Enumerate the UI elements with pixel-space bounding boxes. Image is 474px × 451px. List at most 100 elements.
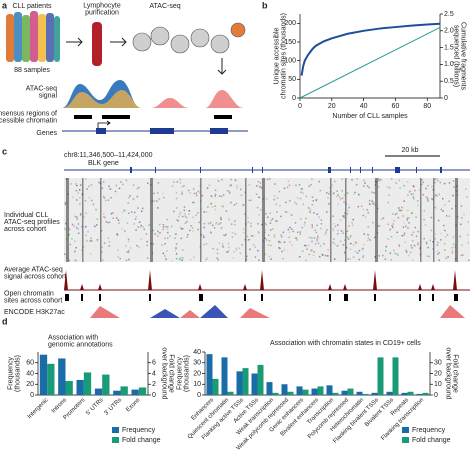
label: signal: [39, 92, 58, 99]
label: signal across cohort: [4, 273, 66, 280]
consensus-region: [102, 115, 130, 119]
heatmap-cell: [214, 208, 217, 211]
heatmap-cell: [192, 230, 194, 232]
heatmap-cell: [282, 231, 285, 234]
heatmap-cell: [90, 237, 92, 240]
bar: [311, 388, 318, 395]
heatmap-cell: [352, 256, 355, 258]
label: 88 samples: [14, 67, 50, 74]
heatmap-cell: [351, 221, 353, 224]
heatmap-cell: [391, 213, 394, 215]
heatmap-cell: [395, 182, 397, 184]
heatmap-cell: [298, 183, 301, 186]
heatmap-cell: [334, 180, 336, 183]
heatmap-cell: [220, 195, 223, 198]
heatmap-cell: [230, 201, 232, 204]
heatmap-cell: [344, 252, 346, 254]
label: ATAC-seq: [149, 3, 180, 10]
heatmap-cell: [179, 211, 182, 214]
y2-tick-label: 0.5: [444, 78, 454, 85]
heatmap-cell: [438, 251, 440, 254]
heatmap-cell: [211, 224, 214, 227]
heatmap-cell: [157, 207, 159, 209]
heatmap-cell: [425, 242, 428, 245]
heatmap-cell: [214, 189, 217, 192]
heatmap-cell: [157, 235, 159, 237]
exon: [416, 167, 417, 173]
heatmap-cell: [467, 259, 470, 261]
label: (thousands): [183, 355, 190, 392]
heatmap-cell: [403, 184, 406, 187]
heatmap-cell: [218, 223, 220, 225]
heatmap-cell: [414, 226, 416, 229]
heatmap-cell: [76, 199, 78, 201]
heatmap-cell: [313, 250, 315, 253]
label: Unique accessible: [273, 27, 280, 84]
bar: [257, 364, 264, 395]
heatmap-cell: [311, 237, 313, 239]
heatmap-cell: [338, 196, 341, 199]
heatmap-cell: [448, 200, 450, 202]
heatmap-cell: [291, 228, 293, 230]
label: Fold change: [452, 354, 459, 393]
heatmap-cell: [460, 205, 463, 207]
heatmap-cell: [95, 224, 98, 226]
heatmap-cell: [158, 223, 161, 226]
heatmap-cell: [266, 178, 269, 181]
heatmap-cell: [440, 232, 443, 235]
heatmap-cell: [358, 193, 360, 196]
heatmap-cell: [108, 185, 110, 188]
heatmap-cell: [173, 210, 175, 213]
heatmap-cell: [305, 245, 307, 247]
heatmap-cell: [362, 247, 364, 250]
heatmap-cell: [210, 202, 212, 205]
heatmap-cell: [278, 240, 280, 243]
heatmap-cell: [234, 223, 236, 226]
consensus-region: [74, 115, 92, 119]
label: over background: [445, 347, 452, 399]
heatmap-cell: [406, 219, 409, 221]
open-site: [81, 294, 83, 301]
heatmap-cell: [173, 181, 175, 183]
heatmap-cell: [94, 225, 96, 228]
exon: [328, 167, 331, 173]
heatmap-cell: [417, 242, 419, 244]
heatmap-cell: [396, 231, 398, 234]
heatmap-cell: [268, 255, 271, 258]
heatmap-cell: [445, 235, 447, 238]
heatmap-cell: [176, 219, 178, 221]
heatmap-cell: [457, 215, 459, 218]
heatmap-cell: [206, 257, 209, 259]
heatmap-cell: [268, 178, 271, 180]
heatmap-cell: [179, 257, 182, 259]
heatmap-cell: [118, 222, 120, 224]
y2-tick-label: 0: [434, 392, 438, 399]
heatmap-cell: [121, 211, 124, 214]
heatmap-cell: [353, 193, 355, 196]
heatmap-cell: [265, 198, 268, 200]
heatmap-cell: [148, 224, 150, 226]
heatmap-cell: [327, 193, 330, 195]
heatmap-cell: [310, 183, 312, 186]
y2-tick-label: 1.5: [444, 44, 454, 51]
heatmap-cell: [71, 223, 74, 226]
heatmap-cell: [247, 216, 249, 219]
heatmap-cell: [410, 193, 413, 196]
heatmap-cell: [279, 205, 281, 207]
heatmap-cell: [346, 213, 349, 215]
heatmap-cell: [273, 195, 276, 197]
heatmap-cell: [392, 223, 395, 225]
heatmap-cell: [313, 237, 316, 239]
heatmap-cell: [161, 244, 163, 246]
heatmap-cell: [193, 192, 196, 195]
heatmap-cell: [410, 244, 412, 247]
bar: [272, 392, 279, 395]
heatmap-cell: [75, 226, 78, 229]
heatmap-cell: [411, 259, 414, 261]
heatmap-cell: [87, 230, 89, 233]
heatmap-cell: [396, 253, 398, 255]
heatmap-cell: [425, 187, 427, 190]
heatmap-cell: [146, 257, 149, 259]
heatmap-cell: [75, 259, 77, 262]
